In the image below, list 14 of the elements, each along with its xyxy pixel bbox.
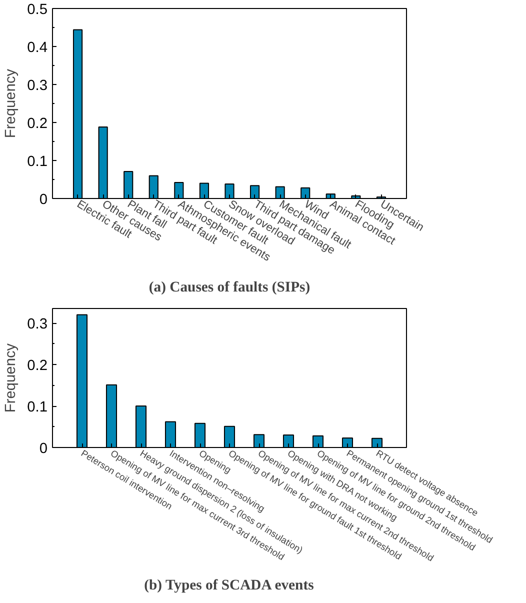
y-tick-label: 0 bbox=[39, 192, 48, 208]
text: (b) Types of SCADA events bbox=[144, 578, 314, 594]
y-tick-label: 0.1 bbox=[27, 154, 48, 170]
y-tick-label: 0.2 bbox=[27, 116, 48, 132]
y-tick-label: 0 bbox=[39, 441, 48, 457]
y-tick-label: 0.5 bbox=[27, 2, 48, 18]
y-tick-label: 0.3 bbox=[27, 316, 48, 333]
text: (a) Causes of faults (SIPs) bbox=[148, 280, 310, 296]
y-tick-label: 0.1 bbox=[27, 400, 48, 416]
y-tick-label: 0.2 bbox=[27, 358, 48, 374]
y-tick-label: 0.3 bbox=[27, 78, 48, 94]
y-tick-label: 0.4 bbox=[27, 40, 48, 56]
y-axis-title: Frequency bbox=[3, 68, 20, 138]
y-axis-title: Frequency bbox=[3, 342, 20, 413]
